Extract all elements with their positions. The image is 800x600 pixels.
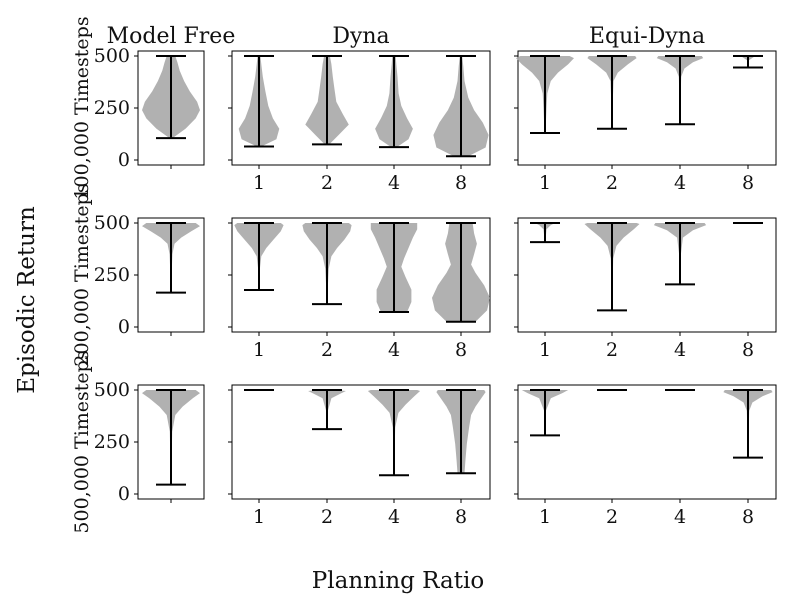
y-tick-label: 0 bbox=[118, 316, 130, 338]
panel-dyna-row-2: 1 2 4 8 bbox=[228, 217, 491, 361]
panel-model_free-row-2: 0 250 500 bbox=[94, 212, 205, 338]
x-tick-label: 4 bbox=[388, 172, 400, 194]
panel-equi_dyna-row-1: 1 2 4 8 bbox=[514, 50, 777, 194]
y-tick-label: 250 bbox=[94, 431, 130, 453]
x-tick-label: 4 bbox=[674, 172, 686, 194]
column-title-model_free: Model Free bbox=[107, 24, 236, 49]
x-tick-label: 8 bbox=[455, 339, 467, 361]
panel-dyna-row-1: 1 2 4 8 bbox=[228, 50, 491, 194]
x-tick-label: 4 bbox=[674, 339, 686, 361]
panel-equi_dyna-row-2: 1 2 4 8 bbox=[514, 217, 777, 361]
panel-grid: 100,000 Timesteps Model Free 0 250 500 Dyna 1 2… bbox=[71, 16, 777, 534]
y-tick-label: 0 bbox=[118, 149, 130, 171]
x-tick-label: 8 bbox=[742, 339, 754, 361]
row-label-3: 500,000 Timesteps bbox=[71, 350, 93, 533]
row-label-1: 100,000 Timesteps bbox=[71, 16, 93, 199]
y-tick-label: 250 bbox=[94, 97, 130, 119]
x-axis-label: Planning Ratio bbox=[312, 568, 484, 594]
x-tick-label: 1 bbox=[539, 339, 551, 361]
x-tick-label: 8 bbox=[742, 506, 754, 528]
x-tick-label: 2 bbox=[321, 339, 333, 361]
panel-model_free-row-1: 0 250 500 bbox=[94, 45, 205, 171]
x-tick-label: 4 bbox=[388, 506, 400, 528]
column-title-equi_dyna: Equi-Dyna bbox=[589, 24, 705, 49]
y-tick-label: 500 bbox=[94, 212, 130, 234]
y-tick-label: 500 bbox=[94, 45, 130, 67]
x-tick-label: 2 bbox=[321, 172, 333, 194]
panel-frame bbox=[517, 384, 777, 500]
panel-frame bbox=[517, 217, 777, 333]
x-tick-label: 2 bbox=[321, 506, 333, 528]
y-tick-label: 0 bbox=[118, 483, 130, 505]
x-tick-label: 8 bbox=[742, 172, 754, 194]
x-tick-label: 1 bbox=[253, 506, 265, 528]
x-tick-label: 1 bbox=[539, 172, 551, 194]
y-tick-label: 500 bbox=[94, 379, 130, 401]
panel-equi_dyna-row-3: 1 2 4 8 bbox=[514, 384, 777, 528]
x-tick-label: 1 bbox=[253, 172, 265, 194]
x-tick-label: 4 bbox=[674, 506, 686, 528]
y-axis-label: Episodic Return bbox=[14, 206, 40, 394]
y-tick-label: 250 bbox=[94, 264, 130, 286]
column-title-dyna: Dyna bbox=[332, 24, 389, 49]
panel-dyna-row-3: 1 2 4 8 bbox=[228, 384, 491, 528]
x-tick-label: 1 bbox=[539, 506, 551, 528]
row-label-2: 200,000 Timesteps bbox=[71, 183, 93, 366]
x-tick-label: 2 bbox=[606, 506, 618, 528]
x-tick-label: 4 bbox=[388, 339, 400, 361]
x-tick-label: 1 bbox=[253, 339, 265, 361]
x-tick-label: 2 bbox=[606, 339, 618, 361]
x-tick-label: 8 bbox=[455, 172, 467, 194]
x-tick-label: 8 bbox=[455, 506, 467, 528]
panel-model_free-row-3: 0 250 500 bbox=[94, 379, 205, 505]
x-tick-label: 2 bbox=[606, 172, 618, 194]
